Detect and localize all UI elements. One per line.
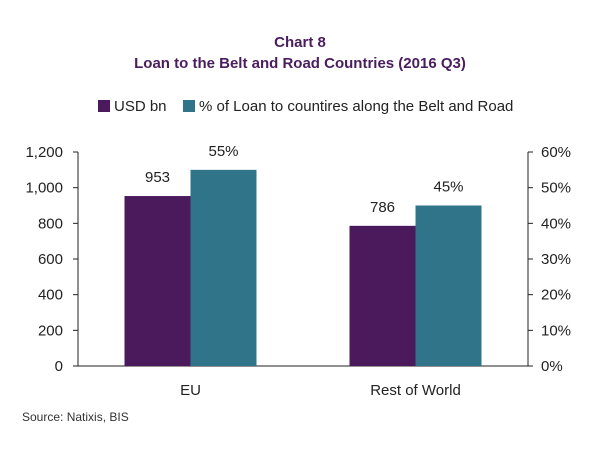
bar-usd-0: [124, 196, 191, 366]
left-axis-ticks: 0 200 400 600 800 1,000 1,200: [25, 144, 78, 375]
chart-title: Chart 8: [274, 34, 326, 51]
right-tick-label: 50%: [541, 180, 571, 197]
right-tick-label: 10%: [541, 322, 571, 339]
left-tick-label: 0: [55, 358, 63, 375]
left-tick-label: 600: [38, 251, 63, 268]
legend-swatch-percent: [183, 100, 195, 112]
bar-percent-1: [415, 205, 482, 366]
legend: USD bn % of Loan to countires along the …: [98, 98, 513, 115]
data-label-usd-1: 786: [370, 199, 395, 216]
category-label-0: EU: [180, 382, 201, 399]
legend-swatch-usd: [98, 100, 110, 112]
right-axis-ticks: 0% 10% 20% 30% 40% 50% 60%: [528, 144, 571, 375]
right-tick-label: 30%: [541, 251, 571, 268]
chart-subtitle: Loan to the Belt and Road Countries (201…: [134, 55, 466, 72]
left-tick-label: 400: [38, 287, 63, 304]
left-tick-label: 1,200: [25, 144, 63, 161]
bars: [124, 169, 482, 366]
bar-percent-0: [190, 169, 257, 366]
right-tick-label: 60%: [541, 144, 571, 161]
right-tick-label: 40%: [541, 215, 571, 232]
category-label-1: Rest of World: [370, 382, 461, 399]
data-label-percent-0: 55%: [208, 143, 238, 160]
right-tick-label: 0%: [541, 358, 563, 375]
left-tick-label: 1,000: [25, 180, 63, 197]
legend-label-usd: USD bn: [114, 98, 167, 115]
legend-label-percent: % of Loan to countires along the Belt an…: [199, 98, 513, 115]
left-tick-label: 200: [38, 322, 63, 339]
data-labels: 953 55% 786 45%: [145, 143, 464, 216]
bar-usd-1: [349, 225, 416, 366]
data-label-percent-1: 45%: [433, 179, 463, 196]
right-tick-label: 20%: [541, 287, 571, 304]
category-labels: EU Rest of World: [180, 382, 461, 399]
left-tick-label: 800: [38, 215, 63, 232]
source-note: Source: Natixis, BIS: [22, 410, 129, 424]
data-label-usd-0: 953: [145, 169, 170, 186]
